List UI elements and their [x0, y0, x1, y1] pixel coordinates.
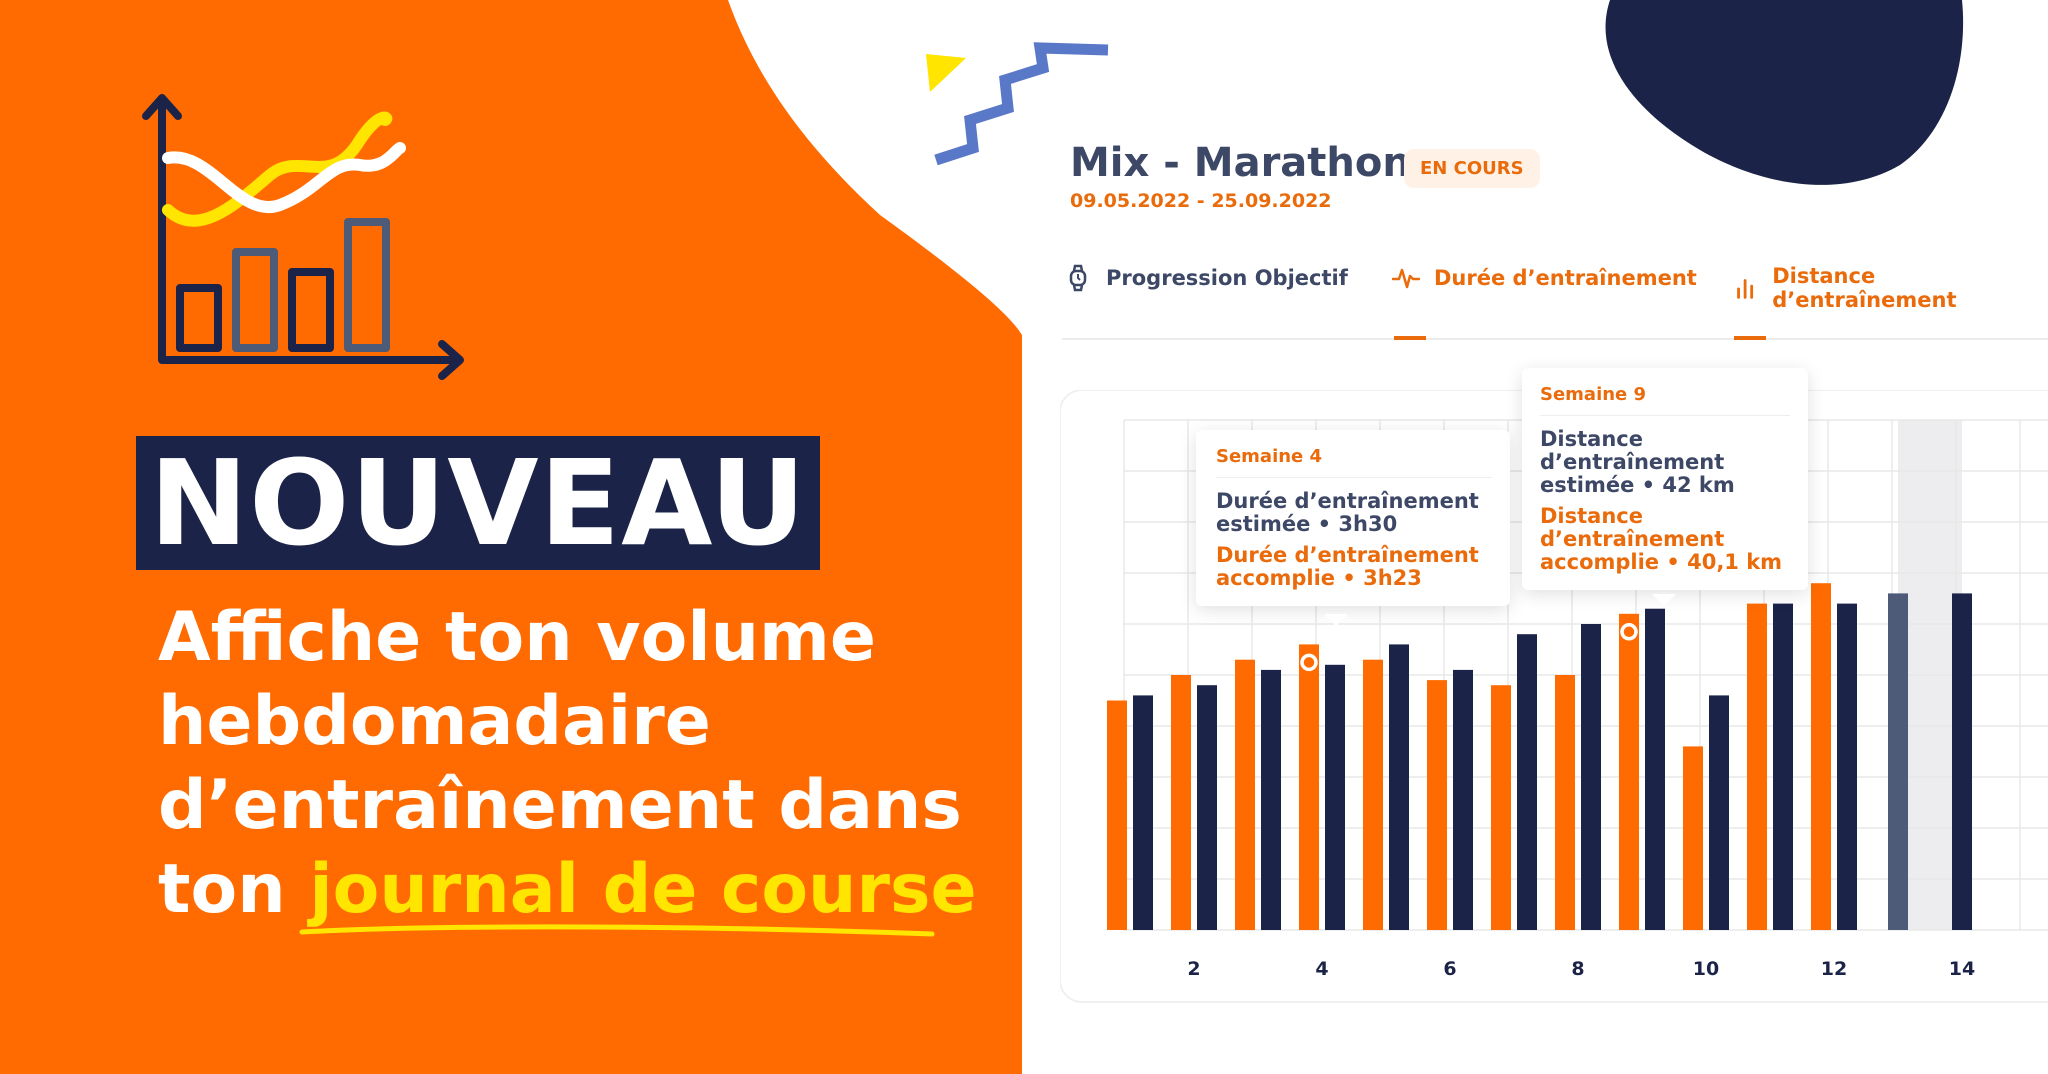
tooltip-achieved-line: d’entraînement [1540, 527, 1725, 551]
headline-highlight: journal de course [309, 850, 977, 929]
bar [1171, 675, 1191, 930]
yellow-triangle [926, 54, 966, 92]
tab-underline [1394, 336, 1426, 340]
bar [1261, 669, 1281, 930]
headline-line-4: ton journal de course [158, 848, 1018, 932]
headline-line-3: d’entraînement dans [158, 766, 962, 845]
watch-icon [1069, 264, 1087, 292]
bar [1197, 685, 1217, 930]
tab-label: Durée d’entraînement [1434, 266, 1697, 290]
nouveau-badge: NOUVEAU [136, 436, 820, 570]
tooltip-divider [1540, 415, 1790, 416]
tooltip-estimated-line: d’entraînement [1540, 450, 1725, 474]
blue-zigzag [934, 42, 1109, 166]
tooltip-achieved: Durée d’entraînement accomplie • 3h23 [1216, 544, 1492, 590]
tooltip-achieved-line: Durée d’entraînement [1216, 543, 1479, 567]
tooltip-pointer [1652, 594, 1676, 606]
tab-progression-objectif[interactable]: Progression Objectif [1064, 264, 1348, 292]
bar [1747, 603, 1767, 930]
tooltip-divider [1216, 477, 1492, 478]
tooltip-week-4: Semaine 4 Durée d’entraînement estimée •… [1196, 430, 1510, 606]
headline-line-1: Affiche ton volume [158, 598, 877, 677]
tab-duree-entrainement[interactable]: Durée d’entraînement [1392, 264, 1697, 292]
bar [1683, 746, 1703, 930]
bar [1773, 603, 1793, 930]
status-badge: EN COURS [1404, 149, 1540, 188]
tooltip-estimated: Durée d’entraînement estimée • 3h30 [1216, 490, 1492, 536]
navy-blob [1605, 0, 1964, 185]
x-tick-label: 10 [1692, 958, 1720, 980]
tooltip-week-label: Semaine 9 [1540, 384, 1647, 405]
bar [1389, 644, 1409, 930]
bar-chart-icon [1737, 279, 1754, 299]
tooltip-estimated-line: estimée • 3h30 [1216, 512, 1398, 536]
x-tick-label: 6 [1443, 958, 1457, 980]
bar [1325, 664, 1345, 930]
tooltip-estimated-line: Durée d’entraînement [1216, 489, 1479, 513]
x-tick-label: 14 [1948, 958, 1976, 980]
tooltip-week-label: Semaine 4 [1216, 446, 1323, 467]
tooltip-estimated-line: estimée • 42 km [1540, 473, 1735, 497]
bar [1235, 659, 1255, 930]
bar [1811, 583, 1831, 930]
bar [1517, 634, 1537, 930]
bar [1453, 669, 1473, 930]
bar [1952, 593, 1972, 930]
tooltip-achieved: Distance d’entraînement accomplie • 40,1… [1540, 505, 1790, 574]
tooltip-achieved-line: accomplie • 3h23 [1216, 566, 1422, 590]
bar [1299, 644, 1319, 930]
tooltip-week-9: Semaine 9 Distance d’entraînement estimé… [1522, 368, 1808, 590]
tab-label: Progression Objectif [1106, 266, 1348, 290]
headline-prefix: ton [158, 850, 310, 929]
tooltip-estimated-line: Distance [1540, 427, 1643, 451]
tooltip-achieved-line: accomplie • 40,1 km [1540, 550, 1783, 574]
highlight-underline [299, 924, 935, 937]
tooltip-achieved-line: Distance [1540, 504, 1643, 528]
chart-card-border [1060, 390, 2048, 1003]
bar [1427, 680, 1447, 930]
tab-underline [1734, 336, 1766, 340]
bar [1888, 593, 1908, 930]
bar [1709, 695, 1729, 930]
headline: Affiche ton volume hebdomadaire d’entraî… [158, 596, 1018, 932]
bar [1491, 685, 1511, 930]
x-tick-label: 12 [1820, 958, 1848, 980]
x-tick-label: 2 [1187, 958, 1201, 980]
plan-dates: 09.05.2022 - 25.09.2022 [1070, 190, 1332, 212]
tab-distance-entrainement[interactable]: Distance d’entraînement [1732, 264, 2048, 312]
x-tick-label: 8 [1571, 958, 1585, 980]
bar [1619, 613, 1639, 930]
chart-graphic-icon [142, 94, 464, 380]
bar [1107, 700, 1127, 930]
selected-point-marker [1300, 653, 1318, 672]
tab-label: Distance d’entraînement [1772, 264, 1957, 312]
activity-pulse-icon [1392, 268, 1420, 289]
bar [1133, 695, 1153, 930]
bar [1645, 608, 1665, 930]
tabs-divider [1062, 338, 2048, 340]
headline-line-2: hebdomadaire [158, 682, 711, 761]
tooltip-pointer [1324, 614, 1348, 626]
tooltip-estimated: Distance d’entraînement estimée • 42 km [1540, 428, 1790, 497]
plan-title: Mix - Marathon [1070, 140, 1411, 186]
bar [1581, 624, 1601, 930]
bar [1555, 675, 1575, 930]
selected-point-marker [1620, 623, 1638, 641]
bar [1837, 603, 1857, 930]
bar [1363, 659, 1383, 930]
x-tick-label: 4 [1315, 958, 1329, 980]
